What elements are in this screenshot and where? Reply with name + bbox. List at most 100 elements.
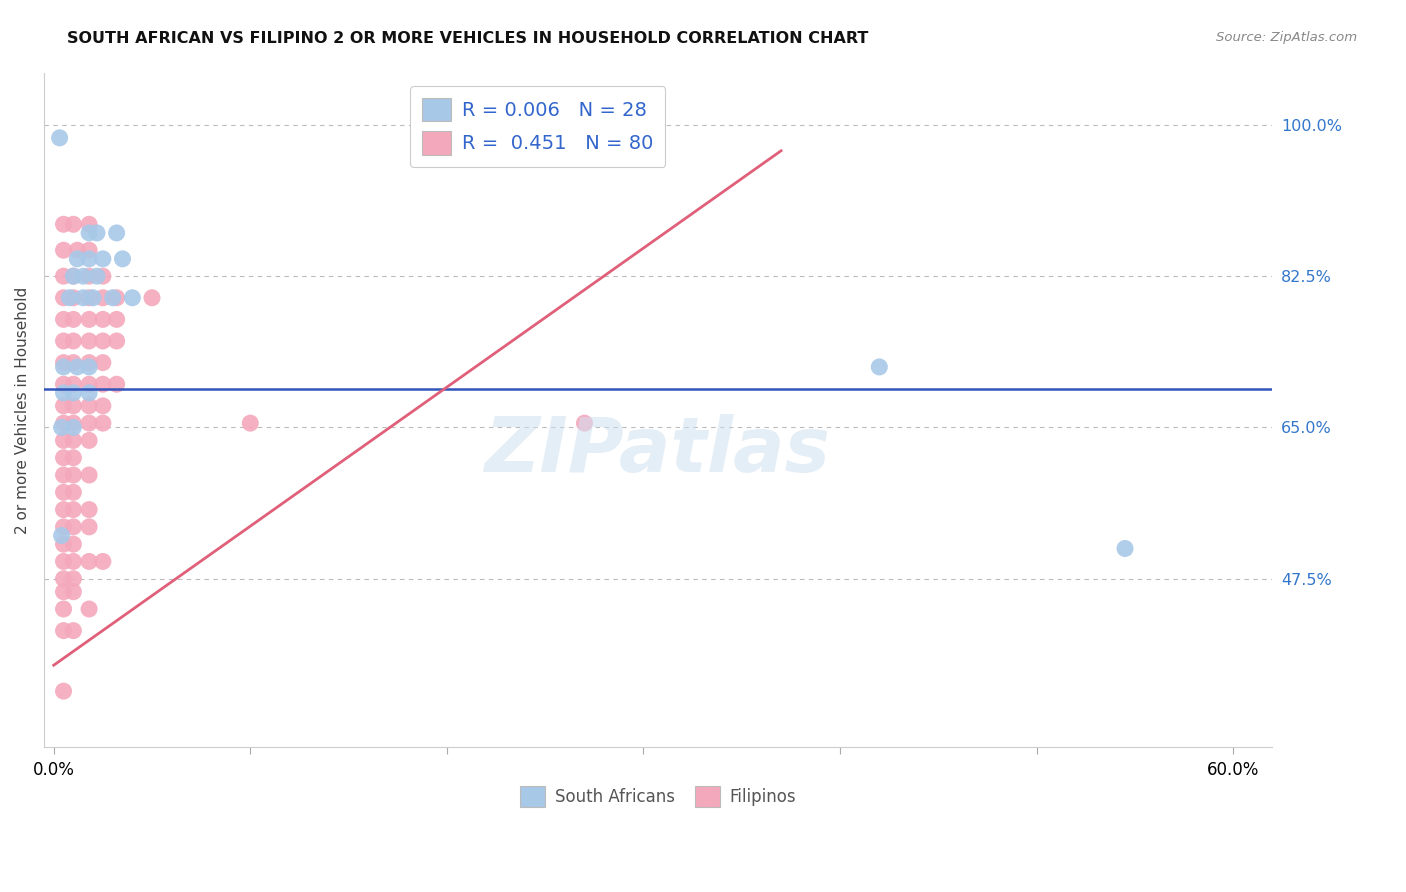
Point <box>77 217 100 231</box>
Point <box>62 312 84 326</box>
Point <box>77 434 100 448</box>
Point <box>77 226 100 240</box>
Point <box>91 416 114 430</box>
Point <box>72 291 94 305</box>
Point <box>77 520 100 534</box>
Point <box>239 416 262 430</box>
Point <box>77 468 100 483</box>
Point <box>62 584 84 599</box>
Point <box>77 554 100 568</box>
Point <box>77 356 100 370</box>
Point <box>62 537 84 551</box>
Point <box>91 269 114 284</box>
Point <box>77 602 100 616</box>
Point <box>52 356 75 370</box>
Point <box>86 269 108 284</box>
Point <box>52 312 75 326</box>
Point <box>62 377 84 392</box>
Point <box>52 244 75 258</box>
Text: Source: ZipAtlas.com: Source: ZipAtlas.com <box>1216 31 1357 45</box>
Point <box>82 291 104 305</box>
Point <box>52 334 75 348</box>
Point <box>62 502 84 516</box>
Point <box>62 485 84 500</box>
Point <box>62 385 84 400</box>
Point <box>52 520 75 534</box>
Point <box>52 602 75 616</box>
Point <box>105 226 128 240</box>
Point <box>62 269 84 284</box>
Point <box>52 416 75 430</box>
Point <box>77 385 100 400</box>
Point <box>52 450 75 465</box>
Point <box>141 291 163 305</box>
Point <box>52 217 75 231</box>
Point <box>121 291 143 305</box>
Point <box>105 312 128 326</box>
Point <box>105 291 128 305</box>
Text: ZIPatlas: ZIPatlas <box>485 414 831 488</box>
Point <box>91 291 114 305</box>
Point <box>868 359 890 374</box>
Point <box>51 420 73 434</box>
Point <box>52 485 75 500</box>
Text: SOUTH AFRICAN VS FILIPINO 2 OR MORE VEHICLES IN HOUSEHOLD CORRELATION CHART: SOUTH AFRICAN VS FILIPINO 2 OR MORE VEHI… <box>67 31 869 46</box>
Point <box>52 572 75 586</box>
Point <box>91 399 114 413</box>
Point <box>66 244 89 258</box>
Point <box>91 252 114 266</box>
Point <box>62 468 84 483</box>
Point <box>574 416 596 430</box>
Point <box>52 359 75 374</box>
Point <box>86 226 108 240</box>
Point <box>52 684 75 698</box>
Point <box>62 291 84 305</box>
Point <box>77 359 100 374</box>
Point <box>105 377 128 392</box>
Point <box>52 377 75 392</box>
Point <box>91 356 114 370</box>
Point <box>77 291 100 305</box>
Point <box>77 269 100 284</box>
Point <box>77 416 100 430</box>
Point <box>62 572 84 586</box>
Point <box>48 131 70 145</box>
Point <box>52 502 75 516</box>
Point <box>62 217 84 231</box>
Point <box>52 468 75 483</box>
Point <box>62 554 84 568</box>
Point <box>52 624 75 638</box>
Point <box>77 502 100 516</box>
Point <box>105 334 128 348</box>
Point <box>91 554 114 568</box>
Point <box>62 399 84 413</box>
Point <box>77 399 100 413</box>
Point <box>52 584 75 599</box>
Point <box>91 377 114 392</box>
Point <box>62 450 84 465</box>
Legend: South Africans, Filipinos: South Africans, Filipinos <box>513 780 803 814</box>
Point <box>91 312 114 326</box>
Point <box>62 520 84 534</box>
Point <box>77 252 100 266</box>
Point <box>52 269 75 284</box>
Point <box>101 291 124 305</box>
Y-axis label: 2 or more Vehicles in Household: 2 or more Vehicles in Household <box>15 286 30 533</box>
Point <box>66 252 89 266</box>
Point <box>52 537 75 551</box>
Point <box>72 269 94 284</box>
Point <box>62 624 84 638</box>
Point <box>62 334 84 348</box>
Point <box>62 416 84 430</box>
Point <box>62 434 84 448</box>
Point <box>52 385 75 400</box>
Point <box>111 252 134 266</box>
Point <box>62 356 84 370</box>
Point <box>66 359 89 374</box>
Point <box>52 399 75 413</box>
Point <box>91 334 114 348</box>
Point <box>52 434 75 448</box>
Point <box>1114 541 1136 556</box>
Point <box>52 291 75 305</box>
Point <box>62 420 84 434</box>
